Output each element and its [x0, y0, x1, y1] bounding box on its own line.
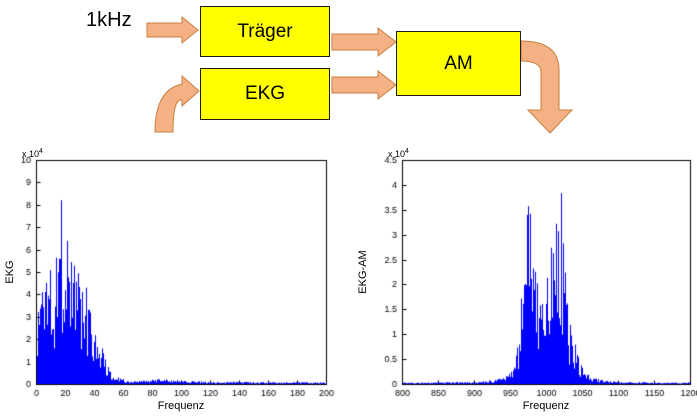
- ekg-y-exponent-label: x 104: [22, 148, 43, 159]
- ekg-x-axis-label: Frequenz: [157, 400, 205, 412]
- arrow-1khz-to-traeger: [146, 15, 199, 45]
- ekg-y-axis-label: EKG: [4, 260, 16, 284]
- input-frequency-label: 1kHz: [86, 9, 132, 31]
- ekg-spectrum-chart: x 104 EKG Frequenz: [0, 148, 345, 420]
- arrow-am-output-curved: [520, 40, 574, 134]
- ekg-am-spectrum-canvas: [355, 148, 697, 420]
- ekg-am-x-axis-label: Frequenz: [522, 400, 570, 412]
- ekg-am-y-exponent-label: x 104: [388, 148, 409, 159]
- ekg-spectrum-canvas: [0, 148, 345, 420]
- ekg-am-y-axis-label: EKG-AM: [357, 250, 369, 294]
- block-traeger-label: Träger: [237, 20, 293, 42]
- arrow-ekg-input-curved: [154, 74, 200, 133]
- arrow-traeger-to-am: [331, 26, 397, 58]
- diagram-arrows: [146, 15, 574, 134]
- block-am: AM: [396, 31, 521, 96]
- arrow-ekg-to-am: [331, 69, 397, 101]
- block-am-label: AM: [444, 52, 473, 74]
- ekg-am-spectrum-chart: x 104 EKG-AM Frequenz: [355, 148, 697, 420]
- block-ekg-label: EKG: [244, 83, 286, 104]
- block-ekg: EKG: [200, 68, 330, 120]
- block-traeger: Träger: [200, 6, 330, 57]
- am-block-diagram: 1kHz Träger EKG AM: [0, 0, 697, 148]
